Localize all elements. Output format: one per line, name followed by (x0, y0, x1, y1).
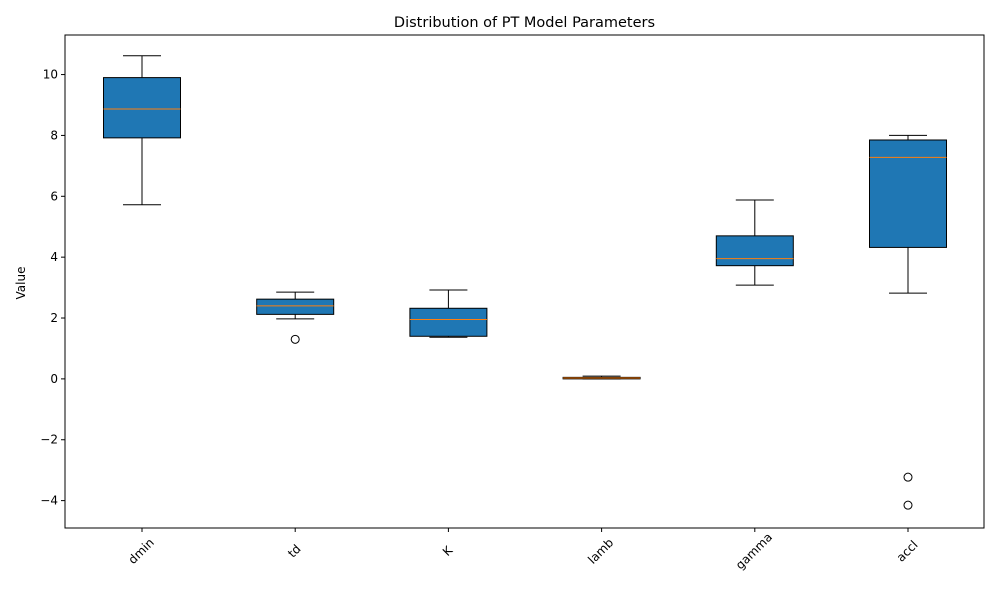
box-td (256, 298, 335, 315)
outlier-point-accl (903, 500, 913, 510)
x-tick-label-gamma: gamma (733, 530, 775, 572)
chart-title: Distribution of PT Model Parameters (394, 15, 655, 31)
y-tick-label: 6 (50, 189, 58, 203)
x-tick-label-lamb: lamb (585, 536, 616, 567)
y-tick-label: −4 (40, 494, 58, 508)
axes-frame (64, 34, 985, 529)
y-tick-label: 10 (43, 68, 58, 82)
x-tick-label-accl: accl (894, 538, 921, 565)
x-tick-label-td: td (285, 542, 304, 561)
y-tick-label: 0 (50, 372, 58, 386)
x-tick-label-K: K (440, 543, 456, 559)
y-tick-label: 2 (50, 311, 58, 325)
box-gamma (715, 235, 794, 267)
y-axis-label: Value (14, 267, 28, 300)
y-tick-label: 4 (50, 250, 58, 264)
x-tick-label-dmin: dmin (126, 536, 157, 567)
outlier-point-td (290, 334, 300, 344)
box-accl (869, 139, 947, 248)
box-dmin (103, 77, 181, 139)
y-tick-label: −2 (40, 433, 58, 447)
box-K (409, 307, 488, 337)
y-tick-label: 8 (50, 128, 58, 142)
outlier-point-accl (903, 472, 913, 482)
